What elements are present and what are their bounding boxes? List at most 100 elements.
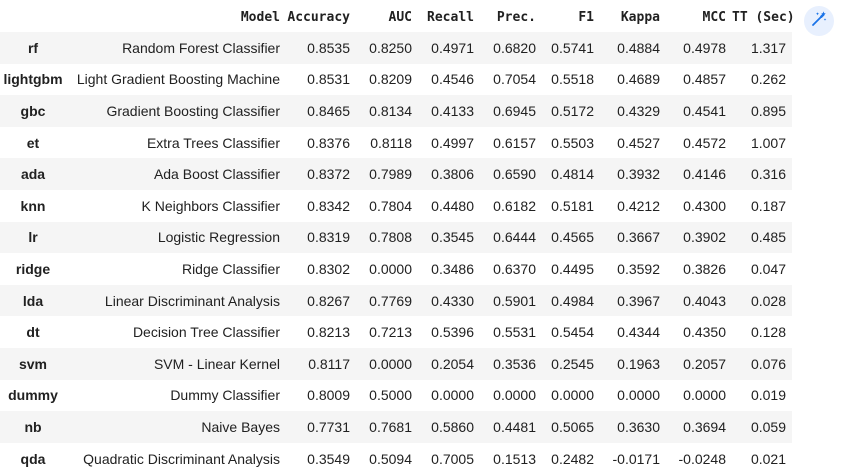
cell-model: Logistic Regression (157, 229, 280, 246)
cell-prec: 0.6820 (493, 39, 536, 56)
column-header-prec: Prec. (496, 9, 536, 25)
cell-recall: 0.2054 (431, 355, 474, 372)
header-row: Model Accuracy AUC Recall Prec. F1 Kappa MCC TT … (0, 2, 795, 32)
column-header-accuracy: Accuracy (287, 9, 350, 25)
cell-tt: 0.316 (750, 166, 786, 183)
row-index: lr (28, 229, 38, 246)
cell-recall: 0.5396 (431, 324, 474, 341)
magic-wand-button[interactable] (804, 6, 834, 36)
cell-tt: 0.895 (750, 102, 786, 119)
cell-tt: 1.007 (750, 134, 786, 151)
cell-f1: 0.2545 (551, 355, 594, 372)
cell-kappa: 0.0000 (617, 387, 660, 404)
cell-model: Ridge Classifier (181, 260, 280, 277)
row-index: gbc (20, 102, 46, 119)
row-index: svm (18, 355, 48, 372)
table-row: nb Naive Bayes 0.7731 0.7681 0.5860 0.4481 0.5… (0, 411, 792, 443)
results-table-container: Model Accuracy AUC Recall Prec. F1 Kappa MCC TT … (0, 2, 795, 475)
cell-mcc: 0.3826 (683, 260, 726, 277)
cell-mcc: 0.4300 (683, 197, 726, 214)
cell-mcc: 0.2057 (683, 355, 726, 372)
cell-tt: 0.485 (750, 229, 786, 246)
cell-f1: 0.5181 (551, 197, 594, 214)
cell-kappa: 0.3667 (617, 229, 660, 246)
cell-model: SVM - Linear Kernel (153, 355, 280, 372)
column-header-mcc: MCC (702, 9, 726, 25)
cell-model: Light Gradient Boosting Machine (76, 71, 280, 88)
cell-accuracy: 0.8009 (307, 387, 350, 404)
cell-recall: 0.0000 (431, 387, 474, 404)
cell-accuracy: 0.8535 (307, 39, 350, 56)
cell-mcc: 0.0000 (683, 387, 726, 404)
cell-kappa: 0.4212 (617, 197, 660, 214)
cell-tt: 0.019 (750, 387, 786, 404)
cell-model: Dummy Classifier (170, 387, 280, 404)
cell-mcc: 0.4146 (683, 166, 726, 183)
cell-tt: 0.262 (750, 71, 786, 88)
column-header-index (0, 2, 66, 32)
cell-prec: 0.6182 (493, 197, 536, 214)
table-row: et Extra Trees Classifier 0.8376 0.8118 0.49… (0, 126, 792, 159)
cell-kappa: 0.3630 (617, 418, 660, 435)
cell-accuracy: 0.8531 (307, 71, 350, 88)
cell-auc: 0.8250 (369, 39, 412, 56)
cell-prec: 0.4481 (493, 418, 536, 435)
cell-f1: 0.4565 (551, 229, 594, 246)
cell-f1: 0.5503 (551, 134, 594, 151)
cell-f1: 0.4495 (551, 260, 594, 277)
cell-model: Extra Trees Classifier (146, 134, 280, 151)
cell-prec: 0.6945 (493, 102, 536, 119)
row-index: qda (20, 450, 46, 467)
column-header-kappa: Kappa (620, 9, 660, 25)
cell-prec: 0.1513 (493, 450, 536, 467)
cell-recall: 0.3545 (431, 229, 474, 246)
cell-mcc: 0.4043 (683, 292, 726, 309)
table-header: Model Accuracy AUC Recall Prec. F1 Kappa MCC TT … (0, 2, 795, 32)
cell-auc: 0.7681 (369, 418, 412, 435)
table-row: ada Ada Boost Classifier 0.8372 0.7989 0.380… (0, 158, 792, 190)
column-header-tt-sec: TT (Sec) (732, 9, 795, 25)
cell-model: Linear Discriminant Analysis (104, 292, 280, 309)
cell-model: Naive Bayes (201, 418, 280, 435)
cell-model: Ada Boost Classifier (153, 166, 280, 183)
cell-tt: 0.021 (750, 450, 786, 467)
cell-prec: 0.6590 (493, 166, 536, 183)
cell-auc: 0.7989 (369, 166, 412, 183)
table-row: rf Random Forest Classifier 0.8535 0.8250 0.… (0, 32, 792, 64)
row-index: rf (27, 39, 39, 56)
table-row: dt Decision Tree Classifier 0.8213 0.7213 0.… (0, 316, 792, 348)
cell-recall: 0.3486 (431, 260, 474, 277)
cell-recall: 0.7005 (431, 450, 474, 467)
table-row: ridge Ridge Classifier 0.8302 0.0000 0.3486 0… (0, 253, 792, 285)
cell-prec: 0.6370 (493, 260, 536, 277)
model-comparison-table: Model Accuracy AUC Recall Prec. F1 Kappa MCC TT … (0, 2, 795, 475)
cell-prec: 0.5531 (493, 324, 536, 341)
table-row: svm SVM - Linear Kernel 0.8117 0.0000 0.2054… (0, 347, 792, 380)
cell-tt: 0.047 (750, 260, 786, 277)
table-row: lr Logistic Regression 0.8319 0.7808 0.3545 0… (0, 221, 792, 254)
cell-accuracy: 0.8342 (307, 197, 350, 214)
cell-auc: 0.8134 (369, 102, 412, 119)
row-index: ridge (15, 260, 51, 277)
row-index: nb (24, 418, 42, 435)
cell-auc: 0.8209 (369, 71, 412, 88)
row-index: dummy (8, 387, 58, 404)
cell-tt: 0.076 (750, 355, 786, 372)
cell-mcc: 0.4541 (683, 102, 726, 119)
cell-auc: 0.7808 (369, 229, 412, 246)
table-row: knn K Neighbors Classifier 0.8342 0.7804 0.4… (0, 189, 792, 222)
cell-accuracy: 0.8117 (308, 355, 350, 372)
cell-prec: 0.0000 (493, 387, 536, 404)
cell-kappa: 0.4329 (617, 102, 660, 119)
magic-wand-icon (810, 10, 828, 33)
cell-f1: 0.5065 (551, 418, 594, 435)
cell-mcc: 0.3694 (683, 418, 726, 435)
cell-recall: 0.5860 (431, 418, 474, 435)
cell-accuracy: 0.7731 (307, 418, 350, 435)
cell-mcc: -0.0248 (678, 450, 726, 467)
cell-model: K Neighbors Classifier (141, 197, 281, 214)
cell-tt: 0.187 (750, 197, 786, 214)
cell-kappa: -0.0171 (612, 450, 660, 467)
cell-mcc: 0.4978 (683, 39, 726, 56)
cell-prec: 0.6157 (493, 134, 536, 151)
